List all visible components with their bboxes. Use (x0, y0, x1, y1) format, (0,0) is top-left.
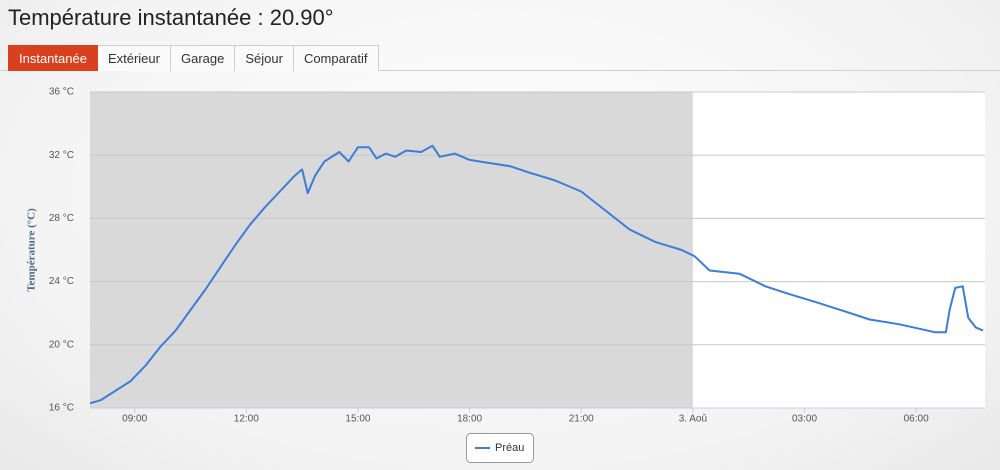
y-tick-label: 32 °C (49, 150, 74, 161)
legend-label: Préau (495, 442, 524, 454)
tab[interactable]: Garage (170, 45, 236, 71)
x-tick-label: 09:00 (122, 414, 147, 425)
x-tick-label: 3. Aoû (679, 414, 707, 425)
x-tick-label: 12:00 (234, 414, 259, 425)
tab[interactable]: Séjour (235, 45, 294, 71)
tab[interactable]: Extérieur (97, 45, 171, 71)
tab[interactable]: Comparatif (293, 45, 379, 71)
y-tick-label: 20 °C (49, 339, 74, 350)
legend-box (466, 433, 534, 463)
legend: Préau (466, 433, 534, 463)
tab[interactable]: Instantanée (8, 45, 98, 71)
tab-bar: Instantanée Extérieur Garage Séjour Comparat… (0, 45, 1000, 71)
y-tick-label: 24 °C (49, 276, 74, 287)
legend-item[interactable]: Préau (466, 433, 534, 463)
y-tick-label: 28 °C (49, 213, 74, 224)
x-tick-label: 03:00 (792, 414, 817, 425)
x-tick-label: 18:00 (457, 414, 482, 425)
y-tick-label: 16 °C (49, 403, 74, 414)
page-title: Température instantanée : 20.90° (8, 5, 334, 30)
x-tick-label: 15:00 (345, 414, 370, 425)
y-axis-label: Température (°C) (26, 208, 38, 292)
x-tick-label: 06:00 (904, 414, 929, 425)
plot-band (90, 92, 693, 408)
x-tick-label: 21:00 (569, 414, 594, 425)
data-line (89, 144, 984, 405)
y-tick-label: 36 °C (49, 87, 74, 98)
